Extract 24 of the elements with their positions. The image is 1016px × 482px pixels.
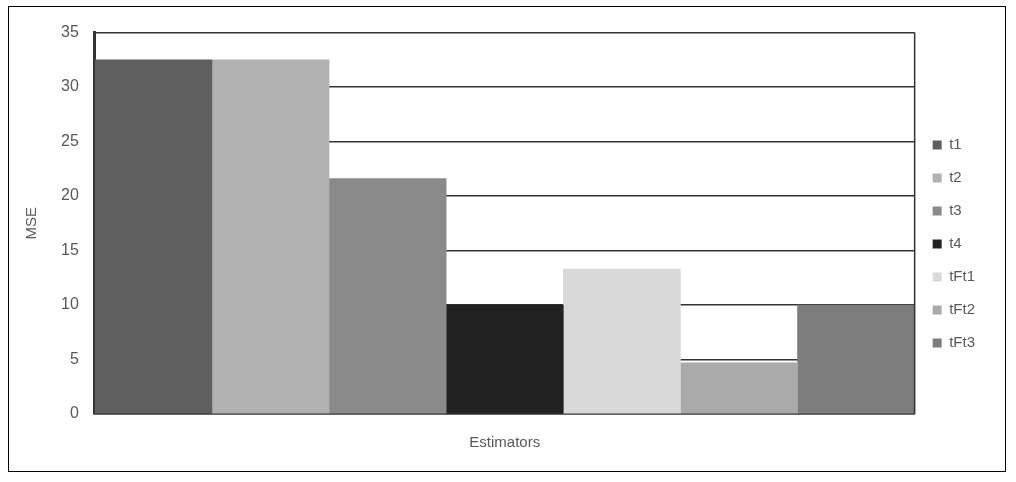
y-tick-label: 0 [69, 404, 79, 422]
legend-label: tFt3 [949, 333, 975, 351]
y-tick-label: 30 [61, 77, 79, 95]
bar [797, 304, 915, 414]
legend-label: t4 [949, 234, 962, 252]
bar [328, 178, 447, 414]
y-tick-label: 10 [61, 295, 79, 313]
legend-label: t3 [949, 201, 962, 219]
legend-label: tFt2 [949, 300, 975, 318]
bar [211, 59, 330, 414]
legend-label: t1 [949, 135, 962, 153]
bar [680, 362, 798, 414]
y-tick-label: 35 [61, 23, 79, 41]
y-axis-title: MSE [22, 207, 40, 240]
bar [562, 268, 681, 414]
legend-label: t2 [949, 168, 962, 186]
y-tick-label: 20 [61, 186, 79, 204]
x-axis-title: Estimators [469, 433, 541, 451]
y-tick-label: 15 [61, 240, 79, 258]
legend-label: tFt1 [949, 267, 975, 285]
bar [94, 59, 213, 414]
bar [445, 304, 564, 414]
y-tick-label: 25 [61, 131, 79, 149]
y-tick-label: 5 [69, 349, 79, 367]
